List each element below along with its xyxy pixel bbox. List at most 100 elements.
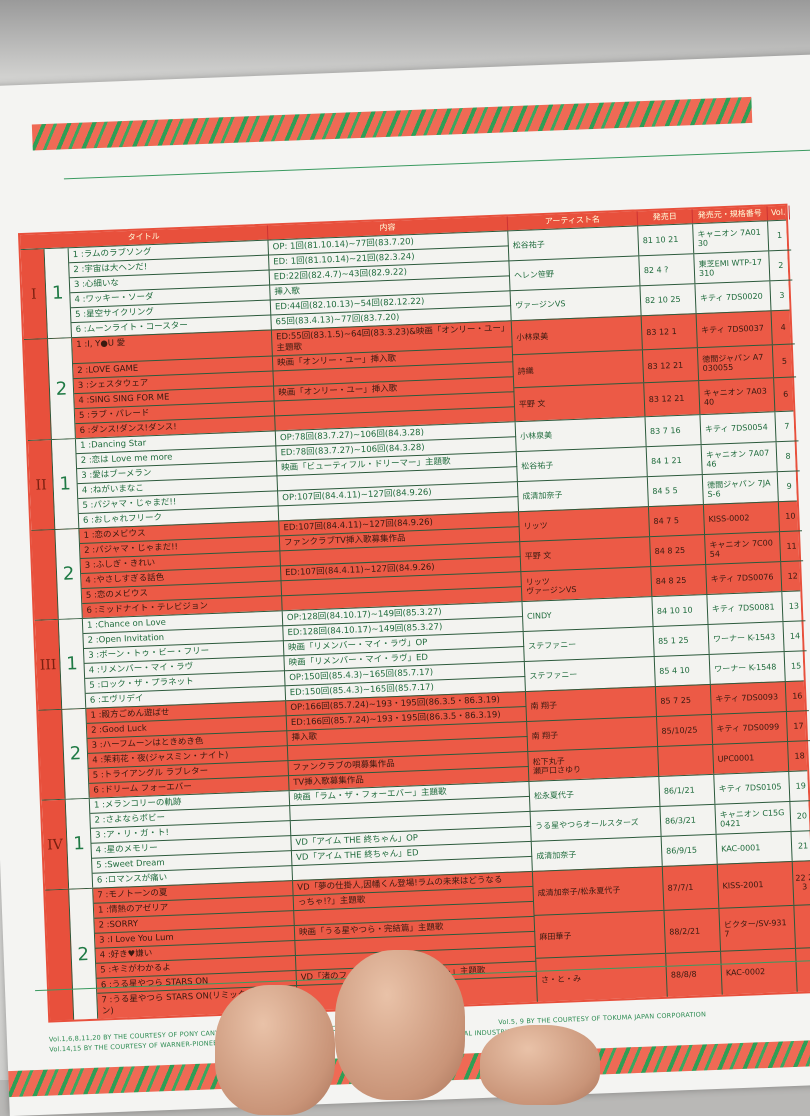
release-vol: 2 — [778, 260, 784, 271]
part-label: II — [27, 440, 56, 530]
release-vol: 19 — [795, 781, 807, 791]
release-artist: 成清加奈子/松永夏代子 — [532, 866, 665, 915]
release-catalog: ワーナー K-1543 — [708, 622, 785, 654]
release-catalog: ビクター/SV-9317 — [719, 905, 796, 952]
release-catalog: キャニオン 7A0746 — [701, 442, 778, 475]
release-artist: リッツ — [519, 507, 651, 542]
release-catalog: キャニオン 7A0130 — [693, 221, 770, 254]
zigzag-tape-top — [31, 96, 753, 151]
release-vol: 6 — [783, 389, 789, 400]
release-date: 83 7 16 — [645, 415, 702, 447]
release-column: リッツ 84 7 5 KISS-0002 10 平野 文 84 8 25 キャニオン 7C0… — [519, 501, 804, 602]
release-date: 84 5 5 — [647, 475, 704, 507]
release-artist: うる星やつらオールスターズ — [530, 806, 662, 841]
release-artist: CINDY — [522, 597, 654, 632]
release-date: 82 4 ? — [639, 254, 696, 286]
release-vol: 20 — [796, 811, 808, 821]
finger — [480, 1025, 600, 1105]
release-vol: 1 — [776, 230, 783, 241]
release-vol: 10 — [785, 511, 796, 521]
release-artist: 小林泉美 — [515, 417, 647, 452]
release-catalog: キティ 7DS0076 — [706, 562, 783, 594]
disc-number: 1 — [65, 798, 94, 889]
release-catalog: UPC0001 — [713, 741, 790, 774]
release-column: 松谷祐子 81 10 21 キャニオン 7A0130 1 ヘレン笹野 82 4 ? 東芝EM… — [508, 220, 793, 321]
release-date: 86/3/21 — [660, 804, 717, 836]
release-artist: 麻田華子 — [534, 910, 667, 959]
release-date: 86/9/15 — [661, 834, 718, 866]
release-date: 84 8 25 — [650, 535, 707, 567]
release-date: 83 12 21 — [642, 347, 700, 383]
release-catalog: キティ 7DS0099 — [711, 712, 789, 744]
release-vol: 13 — [788, 601, 800, 611]
release-artist: 南 翔子 — [527, 716, 659, 751]
release-vol: 3 — [779, 290, 785, 300]
release-vol: 9 — [786, 481, 792, 491]
release-artist: さ・と・み — [536, 954, 668, 1002]
disc-number: 2 — [55, 529, 83, 619]
release-artist: 詩織 — [513, 349, 645, 388]
release-date: 82 10 25 — [640, 284, 697, 316]
release-column: 小林泉美 83 7 16 キティ 7DS0054 7 松谷祐子 84 1 21 キャニオン … — [515, 411, 801, 512]
release-date: 85 7 25 — [655, 684, 712, 716]
release-artist: 成清加奈子 — [531, 836, 663, 871]
release-date: 81 10 21 — [638, 224, 695, 256]
release-catalog: キャニオン 7C0054 — [705, 532, 782, 564]
release-catalog: 東芝EMI WTP-17310 — [694, 251, 771, 284]
part-label: IV — [41, 799, 70, 890]
release-catalog: キティ 7DS0093 — [710, 682, 787, 714]
release-catalog: キティ 7DS0037 — [696, 311, 773, 347]
release-date: 83 12 1 — [641, 314, 698, 349]
release-artist: リッツ ヴァージンVS — [521, 567, 653, 602]
release-catalog: キティ 7DS0054 — [700, 412, 777, 445]
release-column: 松永夏代子 86/1/21 キティ 7DS0105 19 うる星やつらオールスターズ 86… — [529, 771, 810, 871]
release-artist: 成清加奈子 — [517, 477, 649, 512]
release-catalog: キティ 7DS0105 — [714, 771, 791, 804]
part-label — [31, 529, 59, 620]
disc-number: 1 — [44, 248, 73, 339]
disc-number: 1 — [58, 618, 87, 709]
release-date — [658, 744, 715, 776]
release-catalog: KISS-0002 — [703, 502, 780, 535]
release-catalog: キャニオン 7A0340 — [699, 378, 776, 415]
release-vol: 8 — [785, 451, 791, 461]
release-vol — [796, 948, 810, 991]
release-date: 83 12 21 — [644, 381, 701, 417]
release-column: 小林泉美 83 12 1 キティ 7DS0037 4 詩織 83 12 21 徳間ジャパン … — [511, 310, 798, 422]
release-artist: 松谷祐子 — [508, 226, 640, 261]
part-label — [38, 709, 66, 800]
release-artist: ヘレン笹野 — [509, 256, 641, 291]
release-date: 85 1 25 — [653, 624, 710, 657]
release-vol: 21 — [797, 841, 809, 851]
release-vol: 18 — [794, 751, 805, 761]
release-vol: 4 — [780, 322, 786, 332]
header-cell: 発売元・規格番号 — [692, 206, 769, 224]
release-vol — [794, 905, 810, 948]
release-date: 88/2/21 — [664, 908, 722, 954]
release-column: CINDY 84 10 10 キティ 7DS0081 13 ステファニー 85 1 25 ワ… — [522, 591, 808, 692]
release-artist: 松下丸子 瀬戸口さゆり — [528, 746, 660, 781]
release-date: 84 10 10 — [652, 594, 709, 627]
release-catalog: 徳間ジャパン 7JAS-6 — [702, 472, 779, 505]
part-label: III — [34, 619, 63, 710]
release-catalog: KAC-0001 — [716, 831, 793, 864]
release-catalog: KAC-0002 — [721, 949, 798, 995]
release-artist: 平野 文 — [514, 383, 646, 422]
release-vol: 17 — [793, 721, 804, 731]
release-vol: 16 — [792, 691, 803, 701]
release-date: 85 4 10 — [654, 654, 711, 687]
release-artist: ヴァージンVS — [510, 286, 642, 321]
release-date: 87/7/1 — [662, 864, 720, 910]
release-artist: ステファニー — [524, 657, 656, 692]
finger — [335, 950, 465, 1100]
release-date: 84 8 25 — [651, 564, 708, 597]
release-vol: 22 23 — [795, 873, 810, 892]
release-date: 85/10/25 — [657, 714, 714, 746]
release-artist: 平野 文 — [520, 537, 652, 572]
release-catalog: キャニオン C15G0421 — [715, 801, 792, 834]
release-artist: 南 翔子 — [525, 687, 657, 721]
release-vol: 11 — [786, 541, 797, 551]
release-catalog: 徳間ジャパン A7030055 — [697, 344, 775, 381]
part-label: I — [20, 249, 49, 340]
release-artist: 松永夏代子 — [529, 776, 661, 811]
